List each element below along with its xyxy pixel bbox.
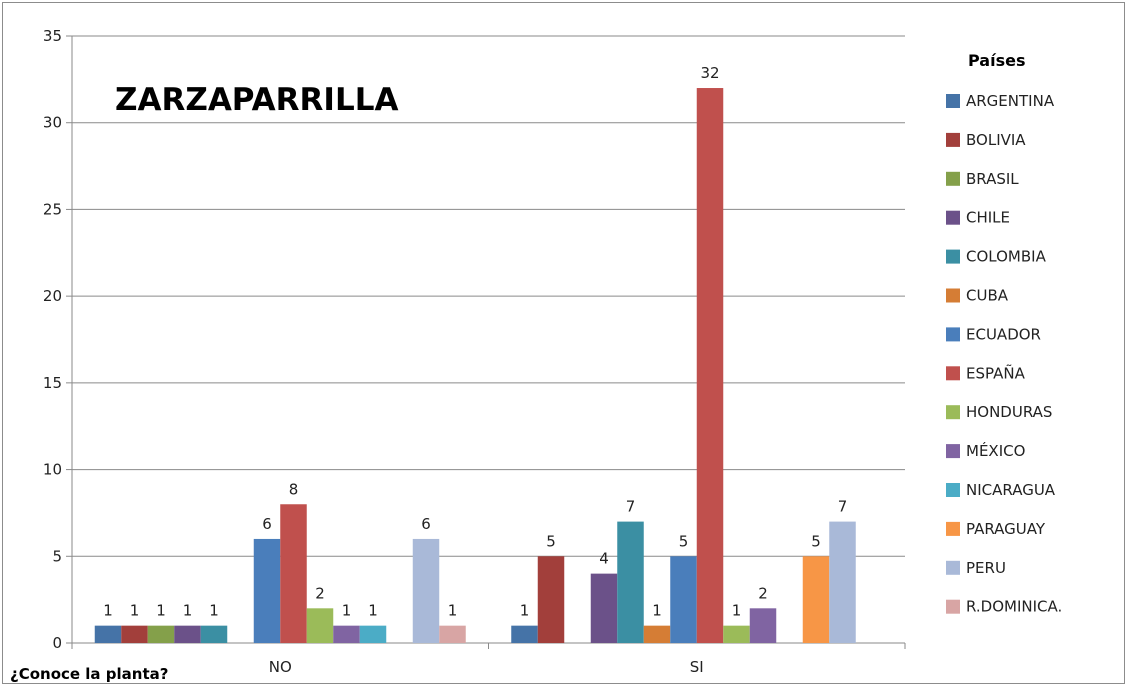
data-label: 2 [315,584,325,602]
legend-label: BRASIL [966,170,1019,188]
bar-si-8 [723,625,750,643]
bar-no-7 [280,504,307,643]
data-label: 5 [811,532,821,550]
legend-swatch [946,405,960,420]
bar-no-10 [359,625,387,643]
y-tick-label: 25 [43,200,62,218]
bar-no-12 [412,538,440,643]
legend-label: MÉXICO [966,441,1025,460]
data-label: 1 [448,602,458,620]
data-label: 1 [368,602,378,620]
chart-title: ZARZAPARRILLA [115,82,398,118]
data-label: 1 [520,602,530,620]
data-label: 1 [130,602,140,620]
bar-si-7 [696,88,724,644]
y-tick-label: 30 [43,114,62,132]
legend-label: ESPAÑA [966,363,1026,382]
bar-si-12 [829,521,856,643]
data-label: 1 [183,602,193,620]
legend-label: COLOMBIA [966,248,1047,266]
legend-swatch [946,599,960,614]
legend-swatch [946,483,960,497]
x-tick-labels: NO SI [269,658,704,676]
y-tick-label: 15 [43,374,62,392]
gridlines [66,35,905,644]
legend-swatch [946,171,960,186]
legend-swatch [946,288,960,303]
y-tick-label: 5 [52,547,62,565]
legend-label: R.DOMINICA. [966,598,1062,616]
data-label: 32 [700,64,719,82]
bar-no-13 [439,625,466,643]
legend-label: BOLIVIA [966,131,1026,149]
legend-swatch [946,249,960,264]
bar-no-6 [253,538,281,643]
data-label: 7 [838,498,848,516]
bar-si-6 [670,556,697,643]
bar-si-11 [802,556,830,643]
y-tick-label: 10 [43,461,62,479]
data-label: 5 [679,532,689,550]
legend-swatch [946,521,960,536]
bar-no-1 [121,625,148,643]
legend-swatch [946,327,960,342]
bar-si-1 [537,556,565,643]
data-label: 2 [758,584,768,602]
data-label: 1 [209,602,219,620]
legend-label: HONDURAS [966,403,1052,421]
x-tick-label: SI [690,658,704,676]
legend-title: Países [968,51,1025,70]
bar-si-9 [749,608,777,643]
legend-label: ARGENTINA [966,92,1055,110]
data-label: 8 [289,480,299,498]
legend-label: PARAGUAY [966,520,1046,538]
data-label: 1 [732,602,742,620]
x-tick-label: NO [269,658,292,676]
x-axis-title: ¿Conoce la planta? [10,665,168,683]
bar-si-4 [617,521,644,643]
bars [94,88,856,644]
legend-label: PERU [966,559,1006,577]
data-label: 1 [652,602,662,620]
data-label: 5 [546,532,556,550]
data-label: 6 [262,515,272,533]
bar-no-9 [333,625,360,643]
axes [71,36,906,649]
bar-no-3 [174,625,201,643]
legend-label: CUBA [966,287,1009,305]
legend-swatch [946,132,960,147]
bar-no-0 [94,625,122,643]
legend-label: ECUADOR [966,325,1041,343]
bar-si-3 [590,573,618,643]
legend-swatch [946,210,960,225]
y-tick-label: 20 [43,287,62,305]
legend-label: NICARAGUA [966,481,1056,499]
legend-label: CHILE [966,209,1010,227]
legend: Países ARGENTINA BOLIVIA BRASIL CHILE COLOMB… [946,51,1062,616]
legend-swatch [946,560,960,575]
data-label: 7 [626,498,636,516]
data-label: 6 [421,515,431,533]
bar-no-2 [147,625,175,643]
data-label: 1 [103,602,113,620]
bar-si-0 [511,625,538,643]
y-tick-label: 0 [52,634,62,652]
legend-swatch [946,366,960,381]
data-label: 1 [156,602,166,620]
legend-swatch [946,444,960,459]
y-tick-label: 35 [43,27,62,45]
legend-swatch [946,94,960,108]
bar-no-4 [200,625,228,643]
bar-no-8 [306,608,334,643]
data-label: 1 [342,602,352,620]
data-label: 4 [599,550,609,568]
bar-si-5 [643,625,671,643]
y-tick-labels: 0 5 10 15 20 25 30 35 [43,27,62,652]
